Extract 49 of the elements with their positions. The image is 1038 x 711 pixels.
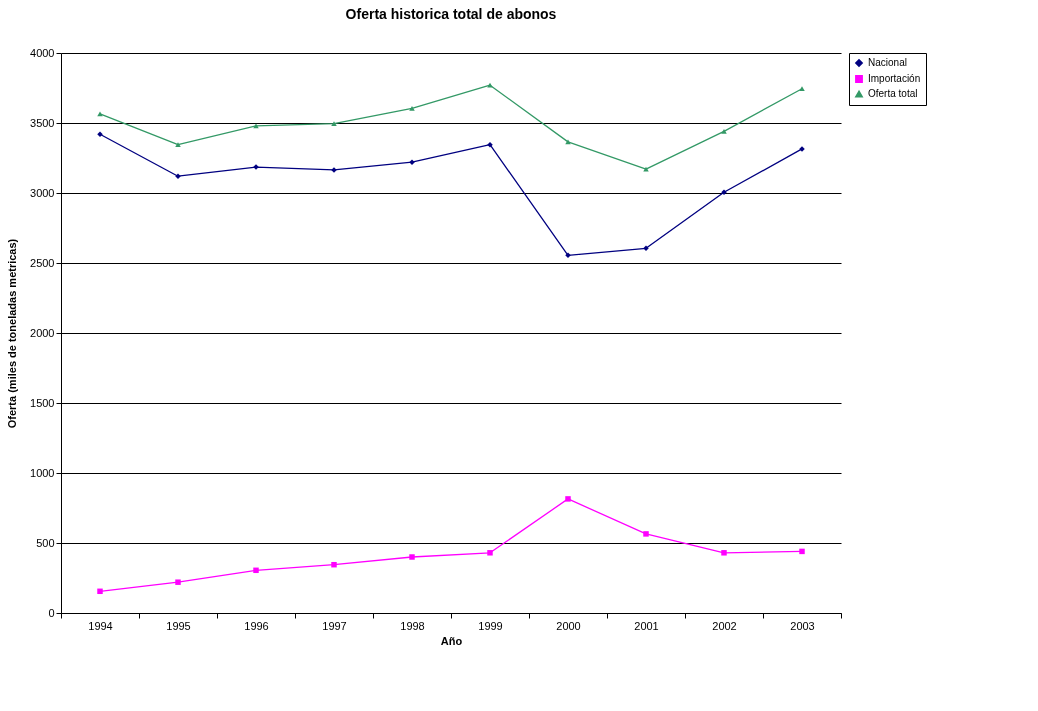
y-tick-label: 4000 [30, 46, 55, 59]
point [643, 166, 649, 172]
point [409, 554, 415, 560]
point [721, 189, 727, 196]
point [721, 129, 727, 134]
point [487, 141, 493, 148]
y-tick-label: 3000 [30, 186, 55, 199]
point [799, 548, 805, 555]
point [97, 588, 103, 595]
y-tick-label: 1000 [30, 466, 55, 479]
x-tick-label: 1998 [400, 619, 425, 632]
x-axis-title: Año [440, 634, 463, 647]
x-tick-label: 1997 [322, 619, 347, 632]
point [97, 111, 103, 117]
point [565, 496, 571, 502]
x-tick-label: 2000 [556, 619, 581, 632]
point [175, 579, 181, 585]
x-tick-label: 2002 [712, 619, 737, 632]
y-tick-label: 2000 [30, 326, 55, 339]
point [175, 142, 181, 148]
x-tick-label: 2001 [634, 619, 659, 632]
point [331, 561, 337, 568]
x-tick-label: 1996 [244, 619, 269, 632]
x-tick-label: 1994 [88, 619, 113, 632]
legend-label: Nacional [868, 57, 907, 68]
x-tick-label: 1995 [166, 619, 191, 632]
point [565, 252, 571, 259]
chart-title: Oferta historica total de abonos [345, 6, 557, 22]
point [799, 86, 805, 92]
point [253, 567, 259, 574]
y-tick-label: 500 [36, 536, 55, 549]
point [643, 531, 649, 537]
y-tick-label: 0 [48, 606, 55, 619]
y-tick-label: 1500 [30, 396, 55, 409]
legend-label: Importación [868, 73, 921, 84]
legend-label: Oferta total [868, 88, 918, 99]
point [331, 121, 337, 127]
y-axis-title: Oferta (miles de toneladas metricas) [6, 238, 19, 429]
x-tick-label: 2003 [790, 619, 815, 632]
point [721, 550, 727, 556]
point [565, 139, 571, 145]
y-tick-label: 3500 [30, 116, 55, 129]
x-tick-label: 1999 [478, 619, 503, 632]
point [487, 82, 493, 88]
point [487, 550, 493, 556]
y-tick-label: 2500 [30, 256, 55, 269]
point [409, 105, 415, 111]
point [643, 245, 649, 252]
point [253, 123, 259, 129]
